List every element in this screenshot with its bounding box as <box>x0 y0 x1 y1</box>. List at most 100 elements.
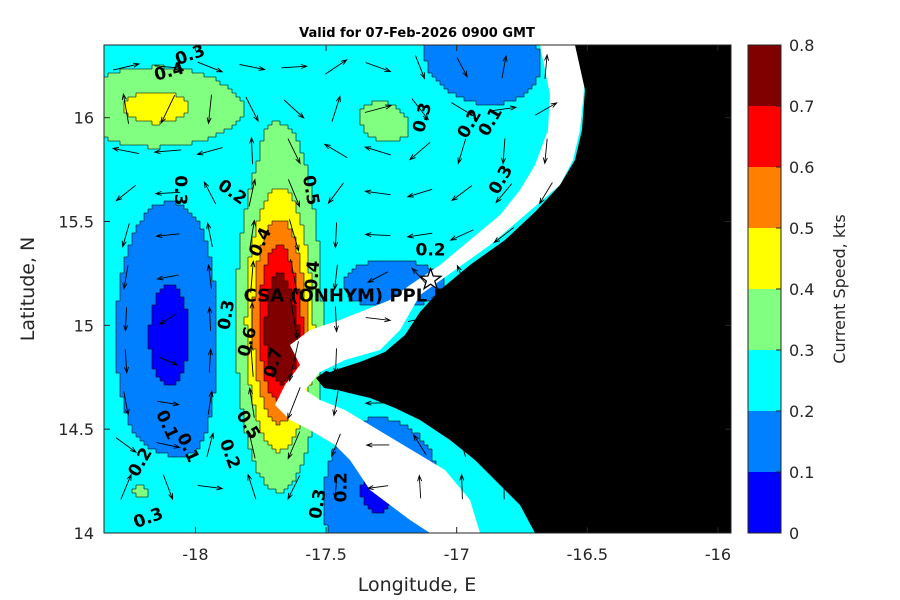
speed-cell <box>192 125 197 130</box>
speed-cell <box>328 105 333 110</box>
speed-cell <box>120 85 125 90</box>
speed-cell <box>280 89 285 94</box>
speed-cell <box>276 81 281 86</box>
speed-cell <box>172 69 177 74</box>
speed-cell <box>136 93 141 98</box>
speed-cell <box>512 45 517 50</box>
speed-cell <box>156 73 161 78</box>
speed-cell <box>212 65 217 70</box>
speed-cell <box>356 81 361 86</box>
speed-cell <box>228 61 233 66</box>
speed-cell <box>284 81 289 86</box>
speed-cell <box>116 129 121 134</box>
speed-cell <box>376 153 381 158</box>
speed-cell <box>476 77 481 82</box>
speed-cell <box>520 145 525 150</box>
speed-cell <box>284 169 289 174</box>
speed-cell <box>472 125 477 130</box>
speed-cell <box>296 153 301 158</box>
speed-cell <box>376 77 381 82</box>
speed-cell <box>476 133 481 138</box>
speed-cell <box>504 169 509 174</box>
speed-cell <box>168 69 173 74</box>
speed-cell <box>488 49 493 54</box>
speed-cell <box>472 161 477 166</box>
speed-cell <box>116 73 121 78</box>
speed-cell <box>504 125 509 130</box>
speed-cell <box>504 141 509 146</box>
speed-cell <box>120 73 125 78</box>
speed-cell <box>208 85 213 90</box>
speed-cell <box>204 117 209 122</box>
speed-cell <box>528 109 533 114</box>
speed-cell <box>468 81 473 86</box>
speed-cell <box>436 145 441 150</box>
speed-cell <box>324 81 329 86</box>
speed-cell <box>504 165 509 170</box>
speed-cell <box>536 121 541 126</box>
speed-cell <box>192 81 197 86</box>
speed-cell <box>144 133 149 138</box>
speed-cell <box>160 145 165 150</box>
speed-cell <box>376 109 381 114</box>
speed-cell <box>176 125 181 130</box>
speed-cell <box>528 101 533 106</box>
speed-cell <box>216 133 221 138</box>
speed-cell <box>104 153 109 158</box>
speed-cell <box>128 93 133 98</box>
speed-cell <box>128 165 133 170</box>
speed-cell <box>516 133 521 138</box>
speed-cell <box>300 141 305 146</box>
speed-cell <box>216 85 221 90</box>
speed-cell <box>336 105 341 110</box>
speed-cell <box>304 53 309 58</box>
speed-cell <box>216 145 221 150</box>
speed-cell <box>240 93 245 98</box>
speed-cell <box>272 73 277 78</box>
speed-cell <box>144 161 149 166</box>
speed-cell <box>436 141 441 146</box>
speed-cell <box>320 81 325 86</box>
speed-cell <box>184 133 189 138</box>
speed-cell <box>348 61 353 66</box>
speed-cell <box>344 109 349 114</box>
speed-cell <box>184 89 189 94</box>
speed-cell <box>276 157 281 162</box>
speed-cell <box>360 101 365 106</box>
speed-cell <box>388 109 393 114</box>
speed-cell <box>436 133 441 138</box>
speed-cell <box>164 101 169 106</box>
speed-cell <box>144 157 149 162</box>
speed-cell <box>136 137 141 142</box>
speed-cell <box>204 105 209 110</box>
speed-cell <box>312 165 317 170</box>
speed-cell <box>160 161 165 166</box>
speed-cell <box>144 105 149 110</box>
speed-cell <box>392 109 397 114</box>
speed-cell <box>328 169 333 174</box>
speed-cell <box>496 61 501 66</box>
speed-cell <box>444 125 449 130</box>
speed-cell <box>544 93 549 98</box>
speed-cell <box>400 137 405 142</box>
speed-cell <box>284 77 289 82</box>
speed-cell <box>140 85 145 90</box>
speed-cell <box>368 105 373 110</box>
speed-cell <box>484 109 489 114</box>
speed-cell <box>460 45 465 50</box>
speed-cell <box>392 69 397 74</box>
speed-cell <box>204 157 209 162</box>
speed-cell <box>276 165 281 170</box>
speed-cell <box>168 49 173 54</box>
speed-cell <box>488 169 493 174</box>
speed-cell <box>156 153 161 158</box>
speed-cell <box>444 61 449 66</box>
speed-cell <box>132 125 137 130</box>
speed-cell <box>524 77 529 82</box>
speed-cell <box>196 85 201 90</box>
speed-cell <box>420 165 425 170</box>
speed-cell <box>516 45 521 50</box>
speed-cell <box>168 61 173 66</box>
speed-cell <box>144 81 149 86</box>
speed-cell <box>112 137 117 142</box>
